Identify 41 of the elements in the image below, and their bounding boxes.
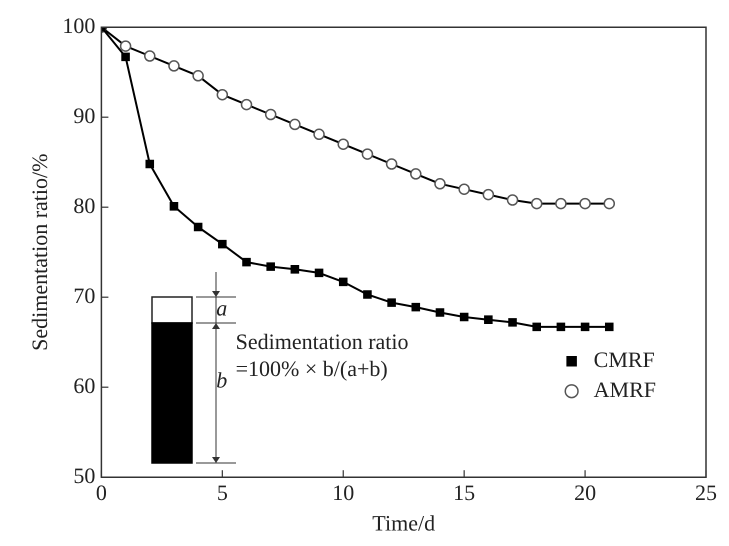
x-tick-label: 15 [453, 480, 476, 506]
annotation: =100% × b/(a+b) [236, 356, 388, 381]
point [580, 322, 590, 332]
y-tick-label: 100 [62, 12, 96, 38]
point [460, 312, 468, 322]
x-tick-label: 5 [216, 480, 228, 506]
point [145, 160, 154, 168]
point [242, 258, 251, 266]
point [266, 262, 275, 271]
point [218, 240, 227, 248]
x-tick-label: 10 [332, 480, 354, 506]
point [170, 202, 178, 211]
point [436, 308, 444, 317]
point [363, 290, 372, 299]
legend-label: CMRF [594, 346, 655, 372]
point [121, 52, 130, 62]
point [194, 222, 202, 232]
x-axis-title: Time/d [372, 510, 436, 536]
y-tick-label: 80 [73, 192, 96, 218]
point [532, 322, 541, 332]
y-tick-label: 50 [73, 462, 96, 488]
x-tick-label: 0 [96, 480, 107, 506]
point [290, 265, 300, 274]
point [338, 278, 348, 286]
point [508, 318, 517, 327]
y-tick-label: 60 [73, 372, 96, 398]
point [556, 322, 566, 332]
point [484, 315, 493, 324]
legend-label: AMRF [594, 376, 656, 402]
annotation: b [216, 368, 228, 393]
x-tick-label: 20 [574, 480, 596, 506]
point [412, 302, 420, 312]
annotation: Sedimentation ratio [236, 328, 409, 354]
y-tick-label: 70 [73, 282, 96, 308]
y-axis-title: Sedimentation ratio/% [26, 154, 52, 351]
point [314, 268, 324, 278]
y-tick-label: 90 [73, 102, 96, 128]
point [604, 322, 614, 332]
point [387, 298, 396, 307]
annotation: a [216, 296, 228, 321]
x-tick-label: 25 [695, 480, 717, 506]
